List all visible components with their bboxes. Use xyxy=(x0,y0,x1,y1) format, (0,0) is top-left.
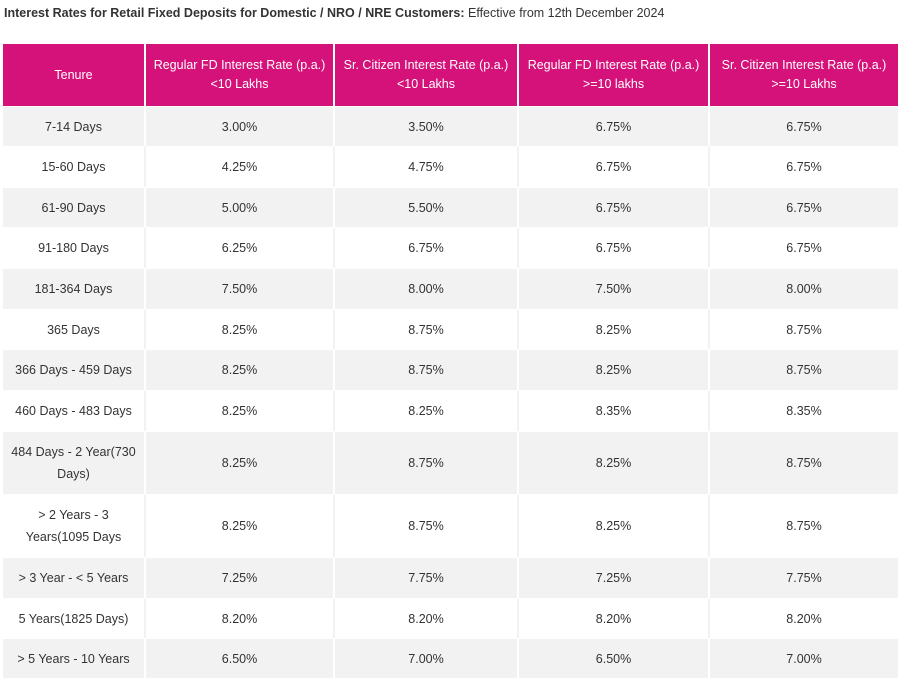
tenure-cell: > 5 Years - 10 Years xyxy=(3,638,146,678)
rate-cell: 6.75% xyxy=(519,227,710,268)
rate-cell: 8.35% xyxy=(710,390,898,431)
rate-cell: 7.25% xyxy=(519,557,710,598)
tenure-cell: 91-180 Days xyxy=(3,227,146,268)
rate-cell: 8.25% xyxy=(146,390,335,431)
table-row: 61-90 Days 5.00% 5.50% 6.75% 6.75% xyxy=(3,187,898,227)
table-row: 7-14 Days 3.00% 3.50% 6.75% 6.75% xyxy=(3,106,898,146)
rate-cell: 7.25% xyxy=(146,557,335,598)
rate-cell: 7.75% xyxy=(335,557,519,598)
rate-cell: 8.25% xyxy=(146,431,335,494)
tenure-cell: 181-364 Days xyxy=(3,268,146,309)
header-line1: Sr. Citizen Interest Rate (p.a.) xyxy=(721,58,887,72)
header-line1: Regular FD Interest Rate (p.a.) xyxy=(153,58,326,72)
rate-cell: 8.75% xyxy=(335,349,519,390)
rate-cell: 8.20% xyxy=(335,598,519,638)
header-line2: <10 Lakhs xyxy=(396,77,456,91)
table-row: 181-364 Days 7.50% 8.00% 7.50% 8.00% xyxy=(3,268,898,309)
rate-cell: 8.25% xyxy=(146,309,335,349)
header-regular-10-lakhs-plus: Regular FD Interest Rate (p.a.) >=10 lak… xyxy=(519,44,710,106)
rate-cell: 8.25% xyxy=(519,349,710,390)
rate-cell: 8.75% xyxy=(710,309,898,349)
tenure-cell: 365 Days xyxy=(3,309,146,349)
rate-cell: 8.75% xyxy=(335,494,519,557)
table-row: 5 Years(1825 Days) 8.20% 8.20% 8.20% 8.2… xyxy=(3,598,898,638)
page-title: Interest Rates for Retail Fixed Deposits… xyxy=(4,3,894,23)
title-effective-date: Effective from 12th December 2024 xyxy=(464,6,665,20)
rate-cell: 8.25% xyxy=(146,494,335,557)
rate-cell: 7.75% xyxy=(710,557,898,598)
rate-cell: 6.75% xyxy=(519,106,710,146)
header-line1: Sr. Citizen Interest Rate (p.a.) xyxy=(343,58,509,72)
header-tenure: Tenure xyxy=(3,44,146,106)
rate-cell: 6.75% xyxy=(710,187,898,227)
rate-cell: 8.25% xyxy=(335,390,519,431)
tenure-cell: 5 Years(1825 Days) xyxy=(3,598,146,638)
header-tenure-label: Tenure xyxy=(54,67,93,82)
header-line1: Regular FD Interest Rate (p.a.) xyxy=(527,58,700,72)
rate-cell: 8.75% xyxy=(335,309,519,349)
rate-cell: 6.75% xyxy=(710,146,898,187)
rate-cell: 3.50% xyxy=(335,106,519,146)
rate-cell: 5.00% xyxy=(146,187,335,227)
rate-cell: 8.20% xyxy=(710,598,898,638)
rate-cell: 6.50% xyxy=(146,638,335,678)
rate-cell: 8.20% xyxy=(146,598,335,638)
header-senior-10-lakhs-plus: Sr. Citizen Interest Rate (p.a.) >=10 La… xyxy=(710,44,898,106)
tenure-cell: 15-60 Days xyxy=(3,146,146,187)
rate-cell: 6.25% xyxy=(146,227,335,268)
rate-cell: 8.00% xyxy=(335,268,519,309)
rate-cell: 8.35% xyxy=(519,390,710,431)
table-row: 365 Days 8.25% 8.75% 8.25% 8.75% xyxy=(3,309,898,349)
header-line2: <10 Lakhs xyxy=(210,77,269,91)
table-row: > 2 Years - 3 Years(1095 Days 8.25% 8.75… xyxy=(3,494,898,557)
rate-cell: 8.25% xyxy=(519,309,710,349)
tenure-cell: 7-14 Days xyxy=(3,106,146,146)
rate-cell: 8.00% xyxy=(710,268,898,309)
table-row: 484 Days - 2 Year(730 Days) 8.25% 8.75% … xyxy=(3,431,898,494)
rate-cell: 7.50% xyxy=(146,268,335,309)
tenure-cell: 61-90 Days xyxy=(3,187,146,227)
rate-cell: 8.25% xyxy=(519,431,710,494)
rate-cell: 8.75% xyxy=(710,349,898,390)
rate-cell: 8.20% xyxy=(519,598,710,638)
table-header-row: Tenure Regular FD Interest Rate (p.a.) <… xyxy=(3,44,898,106)
header-regular-below-10-lakhs: Regular FD Interest Rate (p.a.) <10 Lakh… xyxy=(146,44,335,106)
rate-cell: 8.75% xyxy=(335,431,519,494)
rate-cell: 7.00% xyxy=(710,638,898,678)
tenure-cell: > 3 Year - < 5 Years xyxy=(3,557,146,598)
table-row: 460 Days - 483 Days 8.25% 8.25% 8.35% 8.… xyxy=(3,390,898,431)
rate-cell: 8.75% xyxy=(710,431,898,494)
table-row: 366 Days - 459 Days 8.25% 8.75% 8.25% 8.… xyxy=(3,349,898,390)
rate-cell: 5.50% xyxy=(335,187,519,227)
rate-cell: 3.00% xyxy=(146,106,335,146)
title-strong-text: Interest Rates for Retail Fixed Deposits… xyxy=(4,6,465,20)
table-row: > 5 Years - 10 Years 6.50% 7.00% 6.50% 7… xyxy=(3,638,898,678)
rate-cell: 8.75% xyxy=(710,494,898,557)
tenure-cell: > 2 Years - 3 Years(1095 Days xyxy=(3,494,146,557)
tenure-cell: 366 Days - 459 Days xyxy=(3,349,146,390)
table-row: > 3 Year - < 5 Years 7.25% 7.75% 7.25% 7… xyxy=(3,557,898,598)
header-line2: >=10 lakhs xyxy=(582,77,645,91)
rate-cell: 4.75% xyxy=(335,146,519,187)
header-line2: >=10 Lakhs xyxy=(771,77,837,91)
table-row: 91-180 Days 6.25% 6.75% 6.75% 6.75% xyxy=(3,227,898,268)
rate-cell: 6.75% xyxy=(519,146,710,187)
rate-cell: 8.25% xyxy=(146,349,335,390)
rate-cell: 6.75% xyxy=(710,227,898,268)
interest-rate-table: Tenure Regular FD Interest Rate (p.a.) <… xyxy=(3,44,898,678)
rate-cell: 7.50% xyxy=(519,268,710,309)
rate-cell: 4.25% xyxy=(146,146,335,187)
table-row: 15-60 Days 4.25% 4.75% 6.75% 6.75% xyxy=(3,146,898,187)
rate-cell: 8.25% xyxy=(519,494,710,557)
tenure-cell: 460 Days - 483 Days xyxy=(3,390,146,431)
rate-cell: 6.75% xyxy=(519,187,710,227)
rate-cell: 6.50% xyxy=(519,638,710,678)
rate-cell: 6.75% xyxy=(710,106,898,146)
tenure-cell: 484 Days - 2 Year(730 Days) xyxy=(3,431,146,494)
rate-cell: 6.75% xyxy=(335,227,519,268)
header-senior-below-10-lakhs: Sr. Citizen Interest Rate (p.a.) <10 Lak… xyxy=(335,44,519,106)
rate-cell: 7.00% xyxy=(335,638,519,678)
